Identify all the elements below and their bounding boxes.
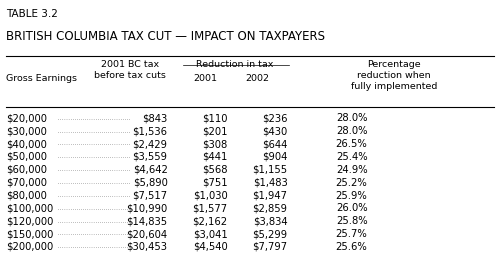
Text: $2,162: $2,162: [192, 216, 228, 226]
Text: $201: $201: [202, 126, 228, 136]
Text: $904: $904: [262, 152, 287, 162]
Text: $40,000: $40,000: [6, 139, 47, 149]
Text: 26.5%: 26.5%: [336, 139, 368, 149]
Text: $110: $110: [202, 113, 228, 123]
Text: 26.0%: 26.0%: [336, 204, 368, 213]
Text: 2001 BC tax
before tax cuts: 2001 BC tax before tax cuts: [94, 60, 166, 80]
Text: 25.9%: 25.9%: [336, 191, 368, 201]
Text: $3,041: $3,041: [193, 229, 228, 239]
Text: 25.6%: 25.6%: [336, 242, 368, 252]
Text: 25.7%: 25.7%: [336, 229, 368, 239]
Text: $1,947: $1,947: [252, 191, 288, 201]
Text: $1,536: $1,536: [132, 126, 168, 136]
Text: $120,000: $120,000: [6, 216, 54, 226]
Text: $751: $751: [202, 178, 228, 188]
Text: $30,000: $30,000: [6, 126, 47, 136]
Text: BRITISH COLUMBIA TAX CUT — IMPACT ON TAXPAYERS: BRITISH COLUMBIA TAX CUT — IMPACT ON TAX…: [6, 30, 325, 43]
Text: Reduction in tax: Reduction in tax: [196, 60, 274, 69]
Text: $1,483: $1,483: [253, 178, 288, 188]
Text: 28.0%: 28.0%: [336, 113, 368, 123]
Text: 28.0%: 28.0%: [336, 126, 368, 136]
Text: $644: $644: [262, 139, 287, 149]
Text: $30,453: $30,453: [126, 242, 168, 252]
Text: $4,642: $4,642: [132, 165, 168, 175]
Text: Percentage
reduction when
fully implemented: Percentage reduction when fully implemen…: [351, 60, 437, 91]
Text: Gross Earnings: Gross Earnings: [6, 74, 77, 83]
Text: $10,990: $10,990: [126, 204, 168, 213]
Text: $7,797: $7,797: [252, 242, 288, 252]
Text: $5,299: $5,299: [252, 229, 288, 239]
Text: $5,890: $5,890: [132, 178, 168, 188]
Text: 25.2%: 25.2%: [336, 178, 368, 188]
Text: $70,000: $70,000: [6, 178, 47, 188]
Text: $568: $568: [202, 165, 228, 175]
Text: $3,559: $3,559: [132, 152, 168, 162]
Text: $150,000: $150,000: [6, 229, 54, 239]
Text: $2,429: $2,429: [132, 139, 168, 149]
Text: $441: $441: [202, 152, 228, 162]
Text: $1,155: $1,155: [252, 165, 288, 175]
Text: $20,604: $20,604: [126, 229, 168, 239]
Text: $20,000: $20,000: [6, 113, 47, 123]
Text: $7,517: $7,517: [132, 191, 168, 201]
Text: $4,540: $4,540: [193, 242, 228, 252]
Text: 2002: 2002: [246, 74, 270, 83]
Text: 2001: 2001: [193, 74, 217, 83]
Text: $50,000: $50,000: [6, 152, 47, 162]
Text: $3,834: $3,834: [253, 216, 288, 226]
Text: $14,835: $14,835: [126, 216, 168, 226]
Text: $843: $843: [142, 113, 168, 123]
Text: $100,000: $100,000: [6, 204, 53, 213]
Text: $308: $308: [202, 139, 228, 149]
Text: 25.4%: 25.4%: [336, 152, 368, 162]
Text: $80,000: $80,000: [6, 191, 47, 201]
Text: TABLE 3.2: TABLE 3.2: [6, 9, 58, 19]
Text: $236: $236: [262, 113, 287, 123]
Text: 24.9%: 24.9%: [336, 165, 368, 175]
Text: $1,030: $1,030: [193, 191, 228, 201]
Text: $60,000: $60,000: [6, 165, 47, 175]
Text: $1,577: $1,577: [192, 204, 228, 213]
Text: 25.8%: 25.8%: [336, 216, 368, 226]
Text: $200,000: $200,000: [6, 242, 53, 252]
Text: $430: $430: [262, 126, 287, 136]
Text: $2,859: $2,859: [252, 204, 288, 213]
